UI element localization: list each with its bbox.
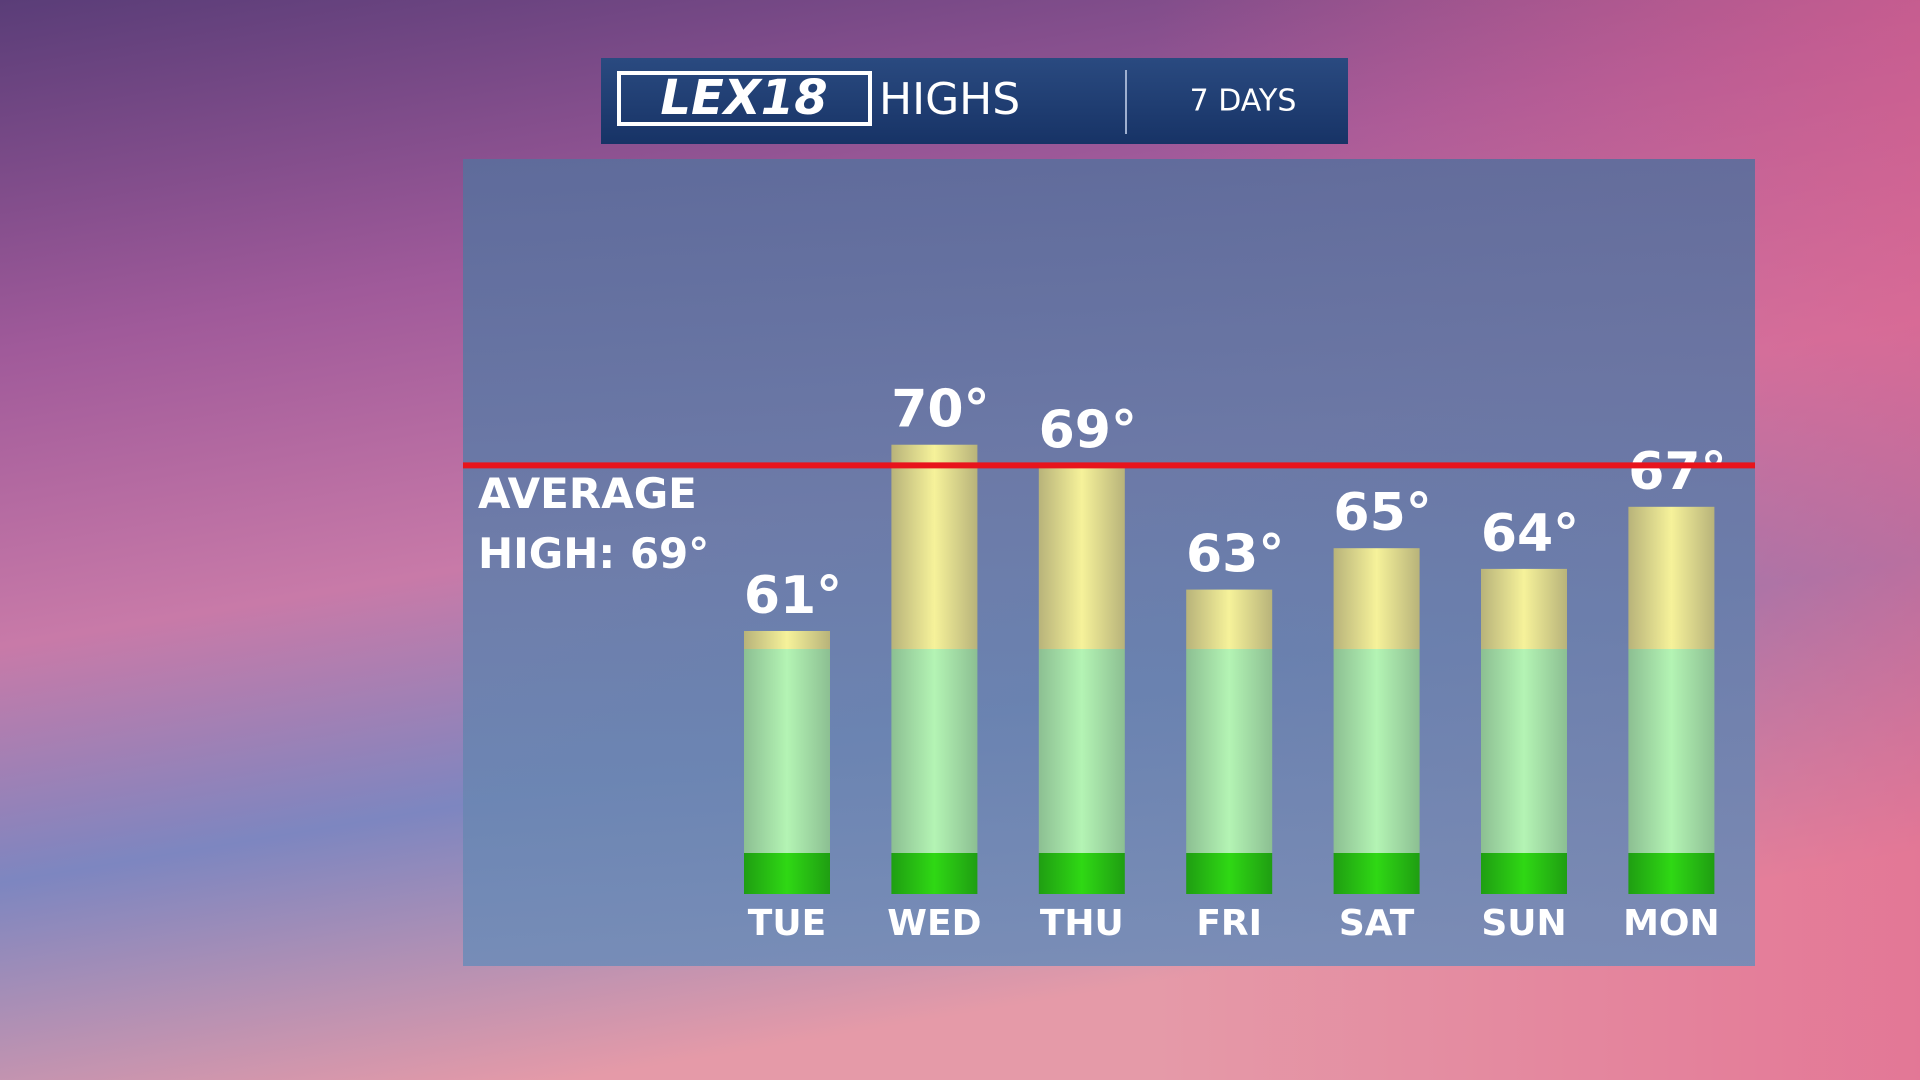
bar-middle	[1481, 649, 1567, 853]
value-label: 65°	[1333, 483, 1431, 543]
bar	[1333, 548, 1420, 894]
day-label: WED	[887, 903, 981, 944]
value-label: 64°	[1481, 504, 1579, 564]
bar	[744, 630, 830, 894]
logo: LEX18	[660, 70, 827, 126]
bar-base	[1333, 853, 1420, 894]
bar-top	[1186, 589, 1273, 649]
bar-base	[1186, 853, 1273, 894]
day-label: MON	[1623, 903, 1720, 944]
header-period: 7 DAYS	[1190, 84, 1297, 119]
bar	[891, 444, 978, 894]
bar	[1186, 589, 1273, 894]
bar-top	[1628, 506, 1715, 649]
header: LEX18 HIGHS 7 DAYS	[601, 58, 1348, 144]
bar-top	[1481, 568, 1567, 649]
bar-top	[891, 444, 978, 649]
day-label: SAT	[1339, 903, 1415, 944]
bar	[1038, 465, 1125, 894]
bar-middle	[744, 649, 830, 853]
day-label: SUN	[1481, 903, 1566, 944]
bar-middle	[1628, 649, 1715, 853]
day-label: FRI	[1196, 903, 1262, 944]
day-label: TUE	[748, 903, 826, 944]
bar-top	[1333, 548, 1420, 649]
bar-middle	[1038, 649, 1125, 853]
bar	[1481, 568, 1567, 894]
bar-base	[1481, 853, 1567, 894]
bar-middle	[891, 649, 978, 853]
bar-base	[1628, 853, 1715, 894]
logo-box	[617, 71, 872, 126]
value-label: 67°	[1628, 442, 1726, 502]
bar-middle	[1333, 649, 1420, 853]
bar-base	[744, 853, 830, 894]
value-label: 70°	[891, 380, 989, 440]
value-label: 63°	[1186, 525, 1284, 585]
bar	[1628, 506, 1715, 894]
bar-top	[744, 630, 830, 649]
bar-top	[1038, 465, 1125, 649]
day-label: THU	[1040, 903, 1124, 944]
value-label: 61°	[744, 566, 842, 626]
value-label: 69°	[1039, 400, 1137, 460]
average-label: HIGH: 69°	[478, 529, 709, 578]
bar-base	[1038, 853, 1125, 894]
average-label: AVERAGE	[478, 469, 697, 518]
bar-base	[891, 853, 978, 894]
bar-middle	[1186, 649, 1273, 853]
header-title: HIGHS	[879, 74, 1020, 125]
